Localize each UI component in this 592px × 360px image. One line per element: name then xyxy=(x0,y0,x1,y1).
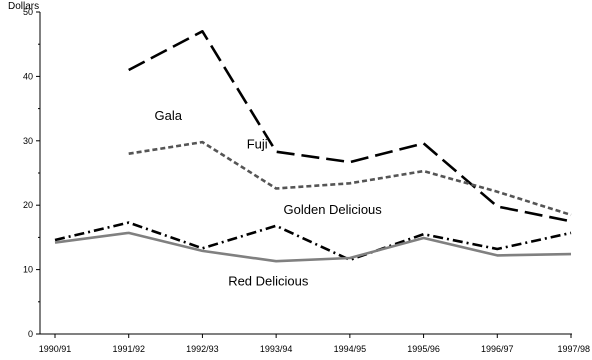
series-lines xyxy=(54,29,572,263)
axes: 0 10 20 30 40 50 1990/91 1991/92 1992/93 1993/94 1… xyxy=(23,7,590,354)
x-tick-label: 1991/92 xyxy=(112,344,145,354)
y-tick-label: 0 xyxy=(28,329,33,339)
y-tick-label: 30 xyxy=(23,136,33,146)
y-unit-label: Dollars xyxy=(8,1,39,12)
x-tick-label: 1992/93 xyxy=(186,344,219,354)
series-labels: Fuji Gala Golden Delicious Red Delicious xyxy=(155,108,383,288)
series-label-golden-delicious: Golden Delicious xyxy=(284,202,383,217)
series-label-red-delicious: Red Delicious xyxy=(228,273,309,288)
x-tick-label: 1996/97 xyxy=(481,344,514,354)
x-tick-label: 1993/94 xyxy=(260,344,293,354)
x-tick-label: 1997/98 xyxy=(557,344,590,354)
series-line-fuji xyxy=(128,29,572,223)
series-label-gala: Gala xyxy=(155,108,183,123)
series-line-golden-delicious xyxy=(54,221,572,262)
x-tick-label: 1994/95 xyxy=(334,344,367,354)
series-label-fuji: Fuji xyxy=(247,137,268,152)
series-line-gala xyxy=(128,140,572,217)
y-tick-label: 20 xyxy=(23,200,33,210)
y-tick-label: 10 xyxy=(23,265,33,275)
x-tick-label: 1995/96 xyxy=(407,344,440,354)
y-tick-label: 50 xyxy=(23,7,33,17)
x-tick-label: 1990/91 xyxy=(39,344,72,354)
y-tick-label: 40 xyxy=(23,71,33,81)
series-line-red-delicious xyxy=(54,231,572,263)
